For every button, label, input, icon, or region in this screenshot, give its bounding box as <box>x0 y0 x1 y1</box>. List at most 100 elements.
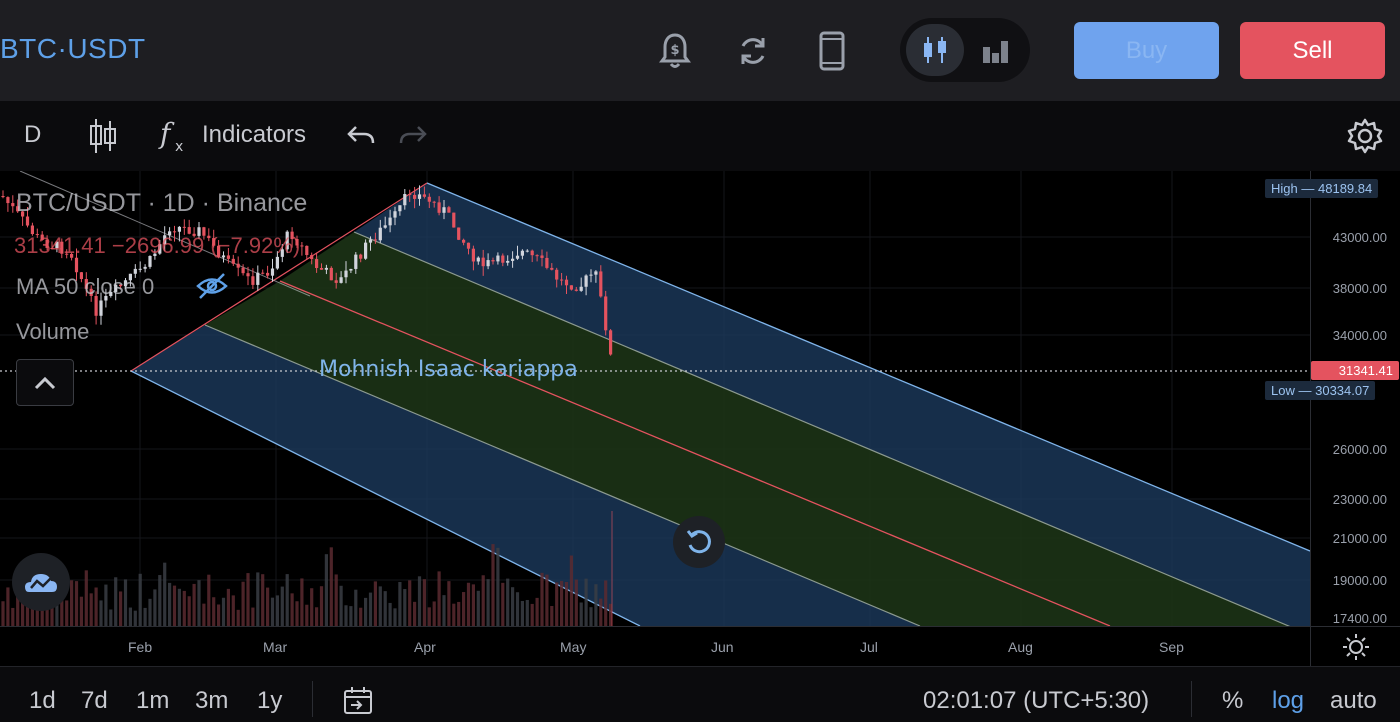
candle-body <box>555 269 559 280</box>
axis-settings-button[interactable] <box>1310 626 1400 667</box>
hide-indicator-icon[interactable] <box>195 271 229 306</box>
refresh-icon[interactable] <box>733 28 773 74</box>
candle-body <box>158 244 162 254</box>
range-7d[interactable]: 7d <box>81 687 108 714</box>
volume-bar <box>609 603 613 626</box>
candles-icon[interactable] <box>906 24 964 76</box>
candle-body <box>408 194 412 196</box>
volume-bar <box>540 572 544 626</box>
bars-icon[interactable] <box>966 24 1024 76</box>
sell-button[interactable]: Sell <box>1240 22 1385 79</box>
range-1m[interactable]: 1m <box>136 687 170 714</box>
volume-bar <box>300 578 304 626</box>
undo-icon[interactable] <box>346 123 376 154</box>
legend-ma[interactable]: MA 50 close 0 <box>16 274 155 299</box>
chart-canvas[interactable]: BTC/USDT · 1D · Binance 31341.41 −2696.9… <box>0 171 1310 626</box>
price-axis[interactable]: High — 48189.84 43000.00 38000.00 34000.… <box>1265 171 1400 626</box>
candle-body <box>226 255 230 259</box>
svg-text:f: f <box>158 117 175 150</box>
volume-bar <box>226 588 230 626</box>
reset-icon <box>686 530 711 554</box>
chart-mode-toggle[interactable] <box>900 18 1030 82</box>
volume-bar <box>329 547 333 626</box>
candle-body <box>99 300 103 316</box>
top-bar: BTC·USDT $ <box>0 0 1400 101</box>
candle-body <box>94 295 98 316</box>
symbol-title[interactable]: BTC·USDT <box>0 33 146 64</box>
volume-bar <box>594 584 598 626</box>
settings-icon[interactable] <box>1346 117 1384 160</box>
time-axis[interactable]: Feb Mar Apr May Jun Jul Aug Sep <box>0 626 1310 667</box>
candle-body <box>187 227 191 234</box>
volume-bar <box>462 592 466 626</box>
volume-bar <box>133 610 137 626</box>
collapse-legend-button[interactable] <box>16 359 74 406</box>
auto-toggle[interactable]: auto <box>1330 687 1377 714</box>
volume-bar <box>104 584 108 626</box>
tradingview-logo-icon[interactable] <box>12 553 70 611</box>
volume-bar <box>334 574 338 626</box>
volume-bar <box>506 578 510 626</box>
candle-body <box>545 257 549 268</box>
candle-body <box>290 231 294 240</box>
price-candles <box>1 185 613 356</box>
candle-body <box>324 267 328 270</box>
svg-text:x: x <box>175 139 183 155</box>
candle-body <box>471 248 475 262</box>
candle-body <box>437 202 441 213</box>
range-3m[interactable]: 3m <box>195 687 229 714</box>
range-1y[interactable]: 1y <box>257 687 283 714</box>
drawing-text-annotation[interactable]: Mohnish Isaac kariappa <box>319 357 578 382</box>
volume-bar <box>354 589 358 626</box>
volume-bar <box>231 595 235 626</box>
brightness-icon <box>1343 634 1369 660</box>
clock-timezone[interactable]: 02:01:07 (UTC+5:30) <box>923 687 1150 714</box>
redo-icon[interactable] <box>398 123 428 154</box>
device-icon[interactable] <box>812 28 852 74</box>
legend-volume: Volume <box>16 319 90 344</box>
candle-body <box>109 291 113 296</box>
volume-bar <box>466 582 471 626</box>
volume-bar <box>261 574 265 626</box>
range-1d[interactable]: 1d <box>29 687 56 714</box>
price-alert-icon[interactable]: $ <box>655 28 695 74</box>
volume-bar <box>378 586 382 626</box>
buy-button[interactable]: Buy <box>1074 22 1219 79</box>
volume-bar <box>481 575 485 626</box>
volume-bar <box>452 603 456 626</box>
candle-body <box>599 271 603 297</box>
volume-bar <box>525 599 529 626</box>
time-tick: Feb <box>128 639 153 655</box>
volume-bar <box>569 555 573 626</box>
candle-body <box>579 286 583 291</box>
volume-bar <box>344 605 348 626</box>
volume-bar <box>168 582 172 626</box>
reset-chart-button[interactable] <box>673 516 725 568</box>
volume-bar <box>403 589 407 626</box>
volume-bar <box>94 587 98 626</box>
candle-body <box>241 267 245 274</box>
candle-body <box>427 196 431 202</box>
volume-bar <box>65 600 69 626</box>
percent-toggle[interactable]: % <box>1222 687 1244 714</box>
indicators-button[interactable]: Indicators <box>202 121 307 148</box>
price-tick: 43000.00 <box>1332 230 1387 245</box>
candle-body <box>70 253 74 258</box>
candle-body <box>79 272 83 280</box>
volume-bar <box>496 547 500 626</box>
candle-body <box>486 260 490 267</box>
fx-icon[interactable]: f x <box>158 117 190 160</box>
candle-body <box>138 268 142 270</box>
channel-lower-inner <box>205 281 1110 626</box>
candlestick-type-icon[interactable] <box>88 117 118 160</box>
candle-body <box>128 273 132 281</box>
volume-bar <box>256 572 260 626</box>
candle-body <box>383 225 387 228</box>
candle-body <box>221 255 226 258</box>
go-to-date-icon[interactable] <box>342 685 374 722</box>
volume-bar <box>550 606 554 626</box>
interval-selector[interactable]: D <box>24 121 42 148</box>
channel-upper-outer <box>354 183 1310 626</box>
log-toggle[interactable]: log <box>1272 687 1305 714</box>
volume-bar <box>555 582 559 626</box>
